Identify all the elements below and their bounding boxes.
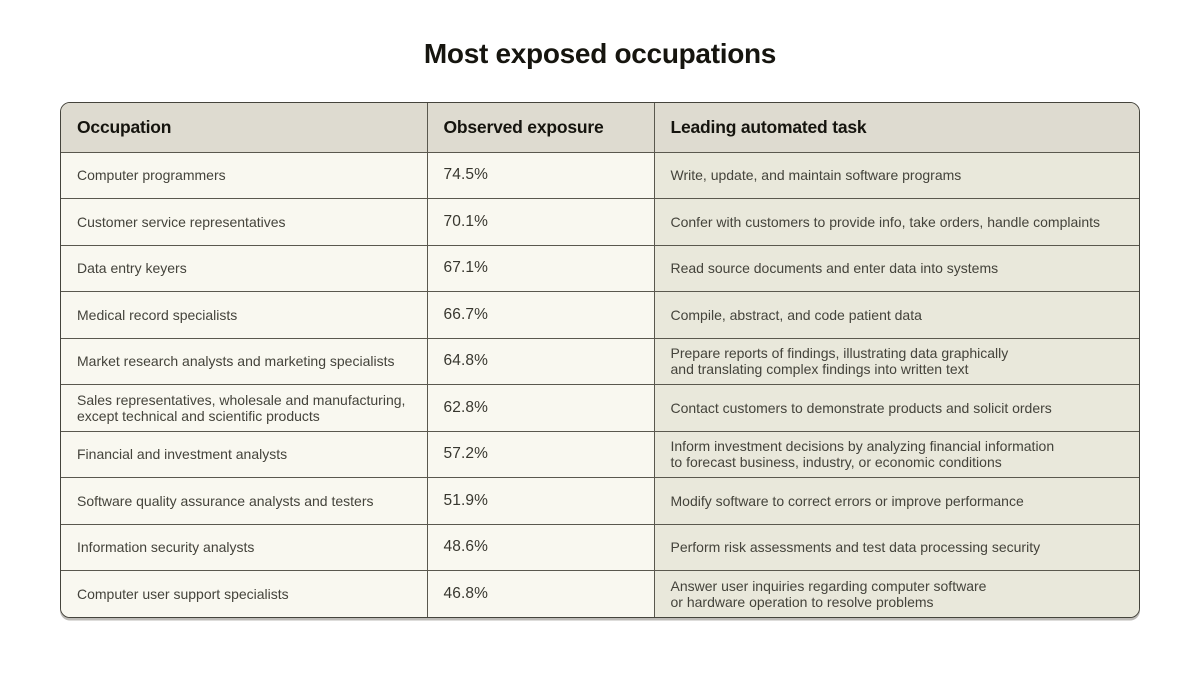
header-row: Occupation Observed exposure Leading aut…	[61, 103, 1139, 153]
exposure-cell: 51.9%	[426, 477, 655, 525]
task-cell: Perform risk assessments and test data p…	[653, 523, 1139, 571]
table-row: Market research analysts and marketing s…	[61, 337, 1139, 385]
task-cell: Compile, abstract, and code patient data	[653, 291, 1139, 339]
table-row: Medical record specialists 66.7% Compile…	[61, 291, 1139, 339]
table-row: Software quality assurance analysts and …	[61, 477, 1139, 525]
page-title: Most exposed occupations	[423, 38, 777, 69]
table-row: Sales representatives, wholesale and man…	[61, 384, 1139, 432]
task-cell: Answer user inquiries regarding computer…	[653, 570, 1139, 617]
column-header-observed-exposure: Observed exposure	[426, 103, 655, 153]
column-header-leading-automated-task: Leading automated task	[653, 103, 1139, 153]
task-cell: Inform investment decisions by analyzing…	[653, 430, 1139, 478]
page: Most exposed occupations Occupation Obse…	[60, 38, 1140, 618]
occupation-cell: Customer service representatives	[61, 198, 428, 246]
occupation-cell: Financial and investment analysts	[61, 430, 428, 478]
table-body: Computer programmers 74.5% Write, update…	[61, 151, 1139, 617]
occupation-cell: Medical record specialists	[61, 291, 428, 339]
table-container: Occupation Observed exposure Leading aut…	[60, 102, 1140, 618]
table-row: Information security analysts 48.6% Perf…	[61, 523, 1139, 571]
exposure-cell: 48.6%	[426, 523, 655, 571]
exposure-cell: 46.8%	[426, 570, 655, 617]
table-header: Occupation Observed exposure Leading aut…	[61, 103, 1139, 153]
exposure-cell: 67.1%	[426, 244, 655, 292]
task-cell: Confer with customers to provide info, t…	[653, 198, 1139, 246]
table-row: Customer service representatives 70.1% C…	[61, 198, 1139, 246]
table-row: Data entry keyers 67.1% Read source docu…	[61, 244, 1139, 292]
task-cell: Contact customers to demonstrate product…	[653, 384, 1139, 432]
task-cell: Read source documents and enter data int…	[653, 244, 1139, 292]
exposure-cell: 64.8%	[426, 337, 655, 385]
occupation-cell: Sales representatives, wholesale and man…	[61, 384, 428, 432]
occupation-cell: Information security analysts	[61, 523, 428, 571]
table-row: Computer user support specialists 46.8% …	[61, 570, 1139, 617]
exposure-cell: 66.7%	[426, 291, 655, 339]
exposure-cell: 62.8%	[426, 384, 655, 432]
exposure-cell: 57.2%	[426, 430, 655, 478]
column-header-occupation: Occupation	[61, 103, 428, 153]
task-cell: Modify software to correct errors or imp…	[653, 477, 1139, 525]
exposed-occupations-table: Occupation Observed exposure Leading aut…	[61, 103, 1139, 617]
occupation-cell: Computer programmers	[61, 151, 428, 199]
task-cell: Prepare reports of findings, illustratin…	[653, 337, 1139, 385]
occupation-cell: Market research analysts and marketing s…	[61, 337, 428, 385]
occupation-cell: Software quality assurance analysts and …	[61, 477, 428, 525]
exposure-cell: 70.1%	[426, 198, 655, 246]
occupation-cell: Data entry keyers	[61, 244, 428, 292]
task-cell: Write, update, and maintain software pro…	[653, 151, 1139, 199]
table-row: Financial and investment analysts 57.2% …	[61, 430, 1139, 478]
table-row: Computer programmers 74.5% Write, update…	[61, 151, 1139, 199]
occupation-cell: Computer user support specialists	[61, 570, 428, 617]
exposure-cell: 74.5%	[426, 151, 655, 199]
